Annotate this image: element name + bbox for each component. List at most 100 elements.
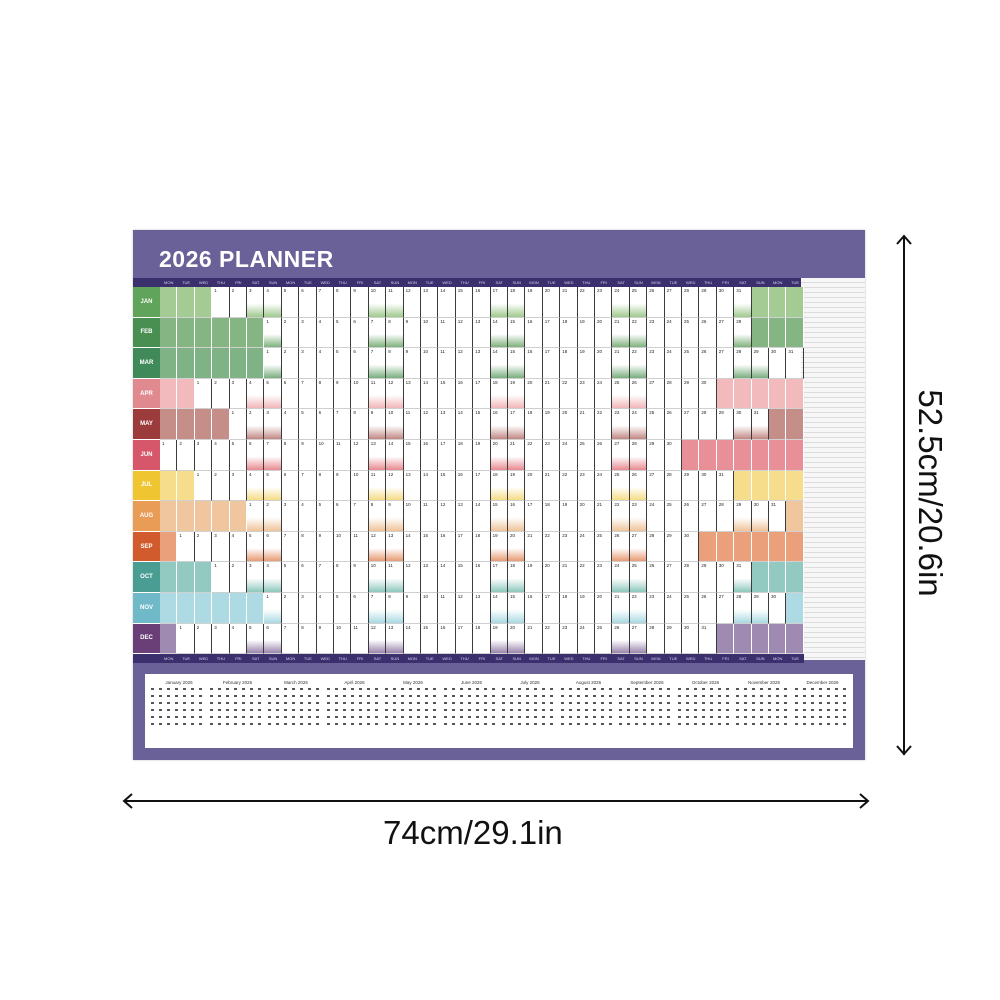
empty-cell[interactable] (160, 593, 178, 624)
day-cell[interactable]: 15 (438, 470, 456, 502)
day-cell[interactable]: 27 (629, 531, 648, 563)
day-cell[interactable]: 23 (577, 470, 595, 502)
empty-cell[interactable] (160, 348, 178, 379)
day-cell[interactable]: 16 (473, 562, 491, 593)
day-cell[interactable]: 28 (664, 470, 682, 502)
day-cell[interactable]: 23 (595, 562, 613, 593)
day-cell[interactable]: 10 (334, 623, 352, 655)
day-cell[interactable]: 20 (577, 501, 595, 532)
day-cell[interactable]: 11 (386, 562, 404, 593)
day-cell[interactable]: 7 (316, 562, 334, 593)
day-cell[interactable]: 28 (734, 593, 752, 624)
day-cell[interactable]: 16 (525, 348, 543, 379)
day-cell[interactable]: 16 (508, 501, 526, 532)
day-cell[interactable]: 24 (577, 623, 595, 655)
day-cell[interactable]: 5 (299, 409, 317, 440)
empty-cell[interactable] (194, 409, 213, 440)
day-cell[interactable]: 23 (542, 440, 561, 471)
day-cell[interactable]: 14 (438, 562, 456, 593)
day-cell[interactable]: 5 (264, 378, 282, 410)
day-cell[interactable]: 16 (455, 378, 474, 410)
day-cell[interactable]: 5 (334, 593, 352, 624)
day-cell[interactable]: 10 (386, 409, 404, 440)
day-cell[interactable]: 8 (386, 593, 404, 624)
day-cell[interactable]: 2 (247, 409, 265, 440)
day-cell[interactable]: 12 (421, 409, 439, 440)
day-cell[interactable]: 9 (316, 623, 334, 655)
day-cell[interactable]: 31 (716, 470, 735, 502)
day-cell[interactable]: 3 (247, 287, 265, 318)
day-cell[interactable]: 2 (281, 317, 300, 349)
day-cell[interactable]: 17 (508, 409, 526, 440)
day-cell[interactable]: 24 (664, 593, 682, 624)
empty-cell[interactable] (247, 348, 265, 379)
day-cell[interactable]: 1 (160, 440, 178, 471)
day-cell[interactable]: 21 (525, 531, 543, 563)
empty-cell[interactable] (160, 501, 178, 532)
day-cell[interactable]: 23 (647, 317, 665, 349)
day-cell[interactable]: 11 (334, 440, 352, 471)
day-cell[interactable]: 19 (473, 440, 491, 471)
day-cell[interactable]: 13 (473, 593, 491, 624)
day-cell[interactable]: 18 (455, 440, 474, 471)
day-cell[interactable]: 22 (595, 409, 613, 440)
day-cell[interactable]: 11 (368, 470, 387, 502)
day-cell[interactable]: 7 (334, 409, 352, 440)
day-cell[interactable]: 18 (542, 501, 561, 532)
empty-cell[interactable] (177, 287, 195, 318)
day-cell[interactable]: 30 (716, 287, 735, 318)
day-cell[interactable]: 6 (351, 317, 369, 349)
day-cell[interactable]: 2 (194, 623, 213, 655)
day-cell[interactable]: 16 (438, 531, 456, 563)
day-cell[interactable]: 22 (629, 593, 648, 624)
day-cell[interactable]: 31 (734, 287, 752, 318)
day-cell[interactable]: 24 (612, 562, 630, 593)
empty-cell[interactable] (769, 562, 787, 593)
empty-cell[interactable] (212, 348, 230, 379)
day-cell[interactable]: 1 (194, 378, 213, 410)
day-cell[interactable]: 16 (473, 287, 491, 318)
day-cell[interactable]: 26 (612, 531, 630, 563)
day-cell[interactable]: 12 (455, 593, 474, 624)
day-cell[interactable]: 23 (612, 409, 630, 440)
empty-cell[interactable] (177, 317, 195, 349)
day-cell[interactable]: 16 (525, 317, 543, 349)
day-cell[interactable]: 10 (421, 593, 439, 624)
day-cell[interactable]: 10 (421, 317, 439, 349)
empty-cell[interactable] (229, 317, 247, 349)
day-cell[interactable]: 26 (699, 593, 717, 624)
day-cell[interactable]: 27 (612, 440, 630, 471)
day-cell[interactable]: 27 (629, 623, 648, 655)
day-cell[interactable]: 14 (455, 409, 474, 440)
day-cell[interactable]: 6 (299, 287, 317, 318)
day-cell[interactable]: 14 (438, 287, 456, 318)
day-cell[interactable]: 8 (299, 531, 317, 563)
day-cell[interactable]: 3 (194, 440, 213, 471)
day-cell[interactable]: 9 (386, 501, 404, 532)
empty-cell[interactable] (716, 378, 735, 410)
day-cell[interactable]: 4 (264, 287, 282, 318)
day-cell[interactable]: 12 (386, 378, 404, 410)
day-cell[interactable]: 14 (490, 317, 508, 349)
day-cell[interactable]: 24 (595, 470, 613, 502)
day-cell[interactable]: 17 (490, 287, 508, 318)
empty-cell[interactable] (769, 287, 787, 318)
day-cell[interactable]: 11 (403, 409, 421, 440)
day-cell[interactable]: 28 (734, 317, 752, 349)
day-cell[interactable]: 11 (368, 378, 387, 410)
day-cell[interactable]: 30 (734, 409, 752, 440)
day-cell[interactable]: 21 (542, 378, 561, 410)
day-cell[interactable]: 23 (560, 623, 578, 655)
day-cell[interactable]: 4 (316, 348, 334, 379)
empty-cell[interactable] (160, 287, 178, 318)
day-cell[interactable]: 31 (786, 348, 804, 379)
day-cell[interactable]: 12 (403, 562, 421, 593)
day-cell[interactable]: 14 (473, 501, 491, 532)
day-cell[interactable]: 11 (438, 317, 456, 349)
day-cell[interactable]: 12 (368, 531, 387, 563)
day-cell[interactable]: 23 (629, 501, 648, 532)
day-cell[interactable]: 15 (508, 317, 526, 349)
day-cell[interactable]: 3 (212, 531, 230, 563)
day-cell[interactable]: 25 (577, 440, 595, 471)
empty-cell[interactable] (194, 317, 213, 349)
